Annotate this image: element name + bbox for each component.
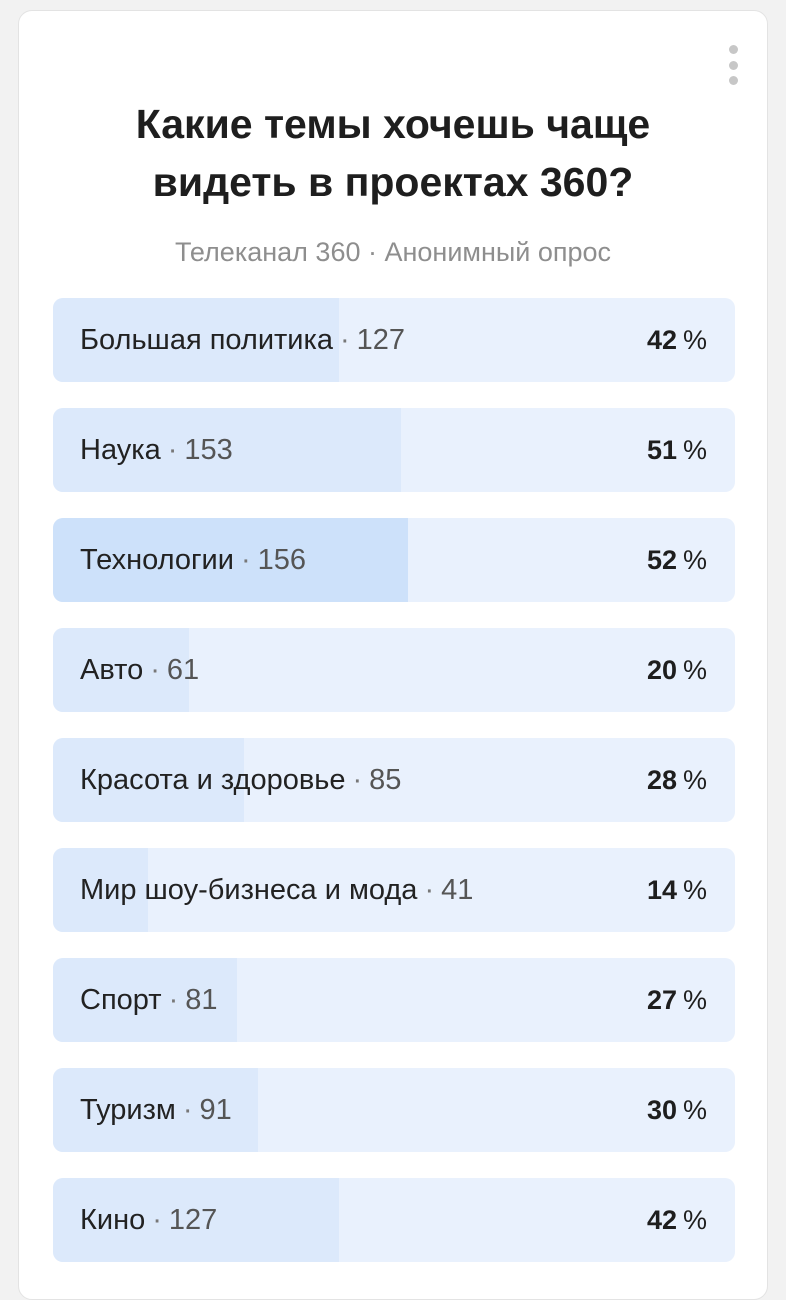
percent-sign: %: [682, 1204, 707, 1235]
percent-sign: %: [682, 874, 707, 905]
option-separator: ·: [424, 873, 435, 906]
option-percent: 20: [646, 654, 677, 685]
option-percent: 42: [646, 324, 677, 355]
option-result-bar: [53, 518, 408, 602]
poll-subtitle: Телеканал 360 · Анонимный опрос: [174, 237, 612, 267]
option-label: Спорт: [80, 983, 162, 1016]
option-percent: 42: [646, 1204, 677, 1235]
option-vote-count: 127: [356, 323, 406, 356]
option-vote-count: 127: [168, 1203, 218, 1236]
percent-sign: %: [682, 544, 707, 575]
option-vote-count: 81: [185, 983, 218, 1016]
option-label: Туризм: [80, 1093, 176, 1126]
poll-option[interactable]: Большая политика · 127 42 %: [53, 298, 735, 382]
percent-sign: %: [682, 324, 707, 355]
option-result-bar: [53, 958, 238, 1042]
option-result-bar: [53, 408, 401, 492]
poll-options: Большая политика · 127 42 % Наука · 153 …: [53, 298, 735, 1288]
option-vote-count: 91: [199, 1093, 232, 1126]
option-label: Мир шоу-бизнеса и мода: [80, 873, 418, 906]
menu-dot: [728, 45, 738, 54]
poll-option[interactable]: Технологии · 156 52 %: [53, 518, 735, 602]
menu-dot: [728, 76, 738, 85]
option-percent: 51: [646, 434, 677, 465]
poll-title: Какие темы хочешь чаще видеть в проектах…: [135, 101, 651, 205]
option-result-bar: [53, 1068, 258, 1152]
option-separator: ·: [339, 323, 350, 356]
option-label: Большая политика: [80, 323, 333, 356]
option-separator: ·: [167, 433, 178, 466]
option-separator: ·: [152, 1203, 162, 1236]
option-vote-count: 156: [257, 543, 306, 576]
option-vote-count: 61: [166, 653, 200, 686]
poll-option[interactable]: Мир шоу-бизнеса и мода · 41 14 %: [53, 848, 735, 932]
percent-sign: %: [682, 984, 707, 1015]
percent-sign: %: [682, 1094, 707, 1125]
poll-option[interactable]: Красота и здоровье · 85 28 %: [53, 738, 735, 822]
poll-option[interactable]: Наука · 153 51 %: [53, 408, 735, 492]
option-separator: ·: [352, 763, 363, 796]
option-label: Красота и здоровье: [80, 763, 346, 796]
option-separator: ·: [150, 653, 160, 686]
option-label: Наука: [80, 433, 161, 466]
poll-card: Какие темы хочешь чаще видеть в проектах…: [18, 10, 768, 1300]
percent-sign: %: [682, 764, 707, 795]
poll-option[interactable]: Кино · 127 42 %: [53, 1178, 735, 1262]
option-percent: 27: [646, 984, 677, 1015]
option-result-bar: [53, 738, 244, 822]
option-percent: 14: [646, 874, 677, 905]
menu-dot: [728, 60, 738, 70]
more-vertical-icon[interactable]: [725, 45, 741, 85]
option-separator: ·: [240, 543, 251, 576]
poll-option[interactable]: Туризм · 91 30 %: [53, 1068, 735, 1152]
option-result-bar: [53, 298, 340, 382]
option-vote-count: 85: [369, 763, 402, 796]
option-result-bar: [53, 628, 190, 712]
option-vote-count: 41: [441, 873, 474, 906]
percent-sign: %: [682, 654, 707, 685]
option-result-bar: [53, 1178, 340, 1262]
option-label: Кино: [80, 1203, 146, 1236]
option-percent: 30: [646, 1094, 677, 1125]
percent-sign: %: [682, 434, 707, 465]
option-percent: 52: [646, 544, 677, 575]
option-percent: 28: [646, 764, 677, 795]
option-vote-count: 153: [184, 433, 233, 466]
option-label: Авто: [80, 653, 144, 686]
option-separator: ·: [182, 1093, 193, 1126]
option-separator: ·: [168, 983, 179, 1016]
option-label: Технологии: [80, 543, 234, 576]
poll-option[interactable]: Авто · 61 20 %: [53, 628, 735, 712]
poll-option[interactable]: Спорт · 81 27 %: [53, 958, 735, 1042]
option-result-bar: [53, 848, 149, 932]
